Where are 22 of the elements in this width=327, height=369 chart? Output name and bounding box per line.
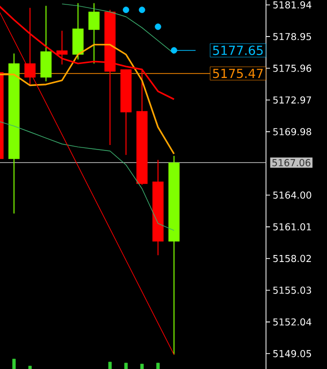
point [170,47,178,54]
y-tick-label: 5149.05 [273,350,311,358]
y-tick-label: 5175.96 [273,64,312,72]
y-tick-label: 5158.02 [273,254,311,262]
y-tick-label: 5169.98 [273,128,312,136]
bar [12,358,16,369]
ref-line-label: 5167.06 [272,159,310,166]
candlestick [88,2,100,64]
candlestick [56,30,68,65]
y-tick-label: 5161.01 [273,223,311,230]
text: 5177.65 [213,46,263,56]
point [154,24,162,30]
y-tick-label: 5164.00 [273,192,312,199]
bar [28,366,32,369]
y-tick-label: 5172.97 [273,96,312,104]
y-tick-label: 5178.95 [273,32,311,40]
point [138,6,146,14]
y-tick-label: 5181.94 [273,1,312,8]
y-tick-label: 5155.03 [273,286,312,294]
point [122,6,130,14]
y-tick-label: 5152.04 [273,318,312,326]
ref-line-label: 5175.47 [213,68,263,78]
